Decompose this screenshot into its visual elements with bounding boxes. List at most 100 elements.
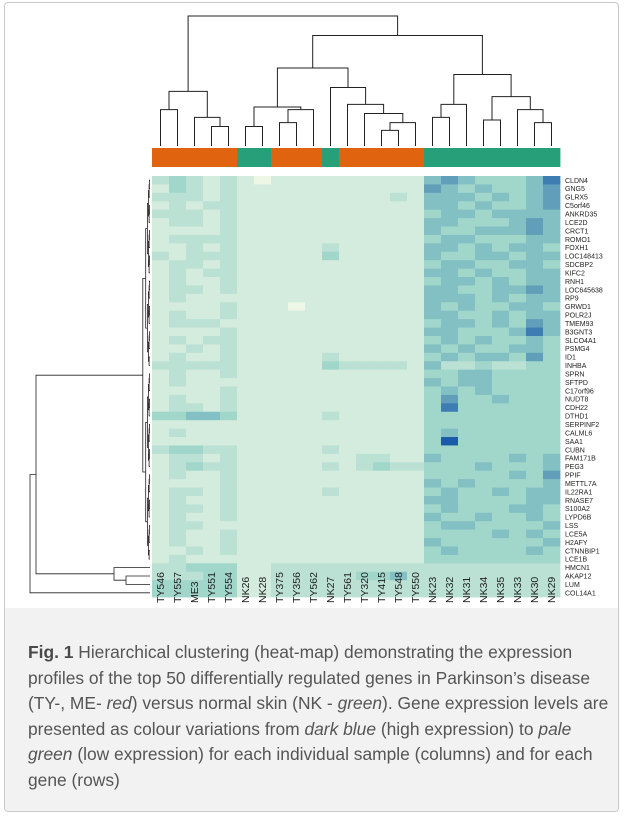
heatmap-cell bbox=[322, 563, 340, 573]
heatmap-cell bbox=[339, 302, 357, 312]
heatmap-cell bbox=[356, 554, 374, 564]
dendrogram-branch bbox=[125, 575, 150, 585]
heatmap-cell bbox=[373, 268, 391, 278]
sample-label: NK23 bbox=[427, 577, 439, 603]
heatmap-cell bbox=[407, 580, 425, 589]
heatmap-cell bbox=[475, 378, 493, 387]
gene-label: CRCT1 bbox=[565, 228, 588, 235]
sample-label: TY551 bbox=[206, 572, 218, 603]
heatmap-cell bbox=[492, 420, 510, 429]
heatmap-cell bbox=[169, 234, 187, 244]
heatmap-cell bbox=[543, 352, 561, 362]
heatmap-cell bbox=[356, 521, 374, 531]
heatmap-cell bbox=[356, 403, 374, 413]
heatmap-cell bbox=[339, 470, 357, 480]
heatmap-cell bbox=[458, 327, 476, 337]
group-bar-cell bbox=[373, 148, 391, 167]
heatmap-cell bbox=[475, 571, 493, 581]
heatmap-cell bbox=[543, 201, 561, 211]
heatmap-cell bbox=[152, 462, 170, 472]
heatmap-cell bbox=[322, 546, 340, 556]
heatmap-cell bbox=[254, 243, 272, 253]
heatmap-cell bbox=[526, 344, 544, 354]
heatmap-cell bbox=[220, 293, 238, 303]
heatmap-cell bbox=[492, 512, 510, 522]
heatmap-cell bbox=[169, 554, 187, 564]
heatmap-cell bbox=[441, 495, 459, 505]
heatmap-cell bbox=[407, 268, 425, 278]
heatmap-cell bbox=[509, 504, 527, 514]
heatmap-cell bbox=[203, 369, 221, 379]
heatmap-cell bbox=[373, 218, 391, 227]
heatmap-cell bbox=[492, 209, 510, 219]
heatmap-cell bbox=[509, 386, 527, 396]
heatmap-cell bbox=[288, 209, 306, 219]
heatmap-cell bbox=[322, 394, 340, 404]
heatmap-cell bbox=[390, 521, 408, 531]
heatmap-cell bbox=[373, 403, 391, 413]
heatmap-cell bbox=[169, 580, 187, 589]
dendrogram-branch bbox=[187, 15, 399, 92]
heatmap-cell bbox=[254, 335, 272, 345]
heatmap-cell bbox=[475, 411, 493, 421]
heatmap-cell bbox=[407, 453, 425, 463]
heatmap-cell bbox=[390, 563, 408, 573]
sample-label: NK33 bbox=[512, 577, 524, 603]
heatmap-cell bbox=[186, 369, 204, 379]
heatmap-cell bbox=[424, 479, 442, 488]
heatmap-cell bbox=[305, 192, 323, 202]
heatmap-cell bbox=[305, 293, 323, 303]
heatmap-cell bbox=[492, 268, 510, 278]
heatmap-cell bbox=[254, 571, 272, 581]
heatmap-cell bbox=[373, 453, 391, 463]
heatmap-cell bbox=[509, 512, 527, 522]
heatmap-cell bbox=[169, 285, 187, 295]
heatmap-cell bbox=[220, 352, 238, 362]
heatmap-cell bbox=[254, 546, 272, 556]
heatmap-cell bbox=[475, 580, 493, 589]
heatmap-cell bbox=[390, 487, 408, 497]
heatmap-cell bbox=[254, 319, 272, 328]
heatmap-cell bbox=[339, 319, 357, 328]
heatmap-cell bbox=[424, 563, 442, 573]
heatmap-cell bbox=[526, 201, 544, 211]
heatmap-cell bbox=[305, 277, 323, 286]
heatmap-cell bbox=[152, 209, 170, 219]
heatmap-cell bbox=[339, 487, 357, 497]
heatmap-cell bbox=[271, 487, 289, 497]
caption-red-term: red bbox=[106, 693, 132, 713]
heatmap-cell bbox=[475, 361, 493, 371]
heatmap-cell bbox=[475, 420, 493, 429]
heatmap-cell bbox=[475, 470, 493, 480]
heatmap-cell bbox=[441, 260, 459, 270]
heatmap-cell bbox=[458, 378, 476, 387]
heatmap-cell bbox=[407, 378, 425, 387]
heatmap-cell bbox=[322, 411, 340, 421]
heatmap-cell bbox=[339, 344, 357, 354]
heatmap-cell bbox=[424, 546, 442, 556]
heatmap-cell bbox=[475, 285, 493, 295]
heatmap-cell bbox=[152, 201, 170, 211]
gene-label: CDH22 bbox=[565, 405, 588, 412]
heatmap-cell bbox=[203, 588, 221, 598]
heatmap-cell bbox=[492, 310, 510, 320]
heatmap-cell bbox=[305, 563, 323, 573]
heatmap-cell bbox=[390, 251, 408, 261]
heatmap-cell bbox=[356, 243, 374, 253]
heatmap-cell bbox=[407, 243, 425, 253]
heatmap-cell bbox=[203, 428, 221, 438]
sample-label: TY375 bbox=[274, 572, 286, 603]
group-bar-cell bbox=[271, 148, 289, 167]
gene-label: PEG3 bbox=[565, 464, 584, 471]
heatmap-cell bbox=[373, 546, 391, 556]
heatmap-cell bbox=[152, 251, 170, 261]
heatmap-cell bbox=[543, 546, 561, 556]
heatmap-cell bbox=[390, 470, 408, 480]
heatmap-cell bbox=[169, 277, 187, 286]
heatmap-cell bbox=[441, 588, 459, 598]
heatmap-cell bbox=[254, 529, 272, 539]
heatmap-cell bbox=[441, 580, 459, 589]
heatmap-cell bbox=[356, 176, 374, 185]
heatmap-cell bbox=[322, 462, 340, 472]
heatmap-cell bbox=[186, 479, 204, 488]
